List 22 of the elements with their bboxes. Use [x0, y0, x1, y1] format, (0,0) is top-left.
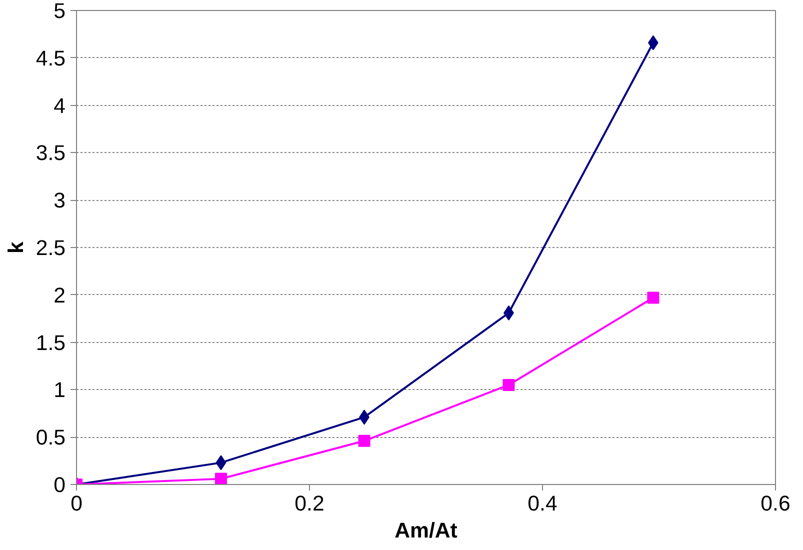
y-tick-label: 2	[54, 283, 66, 308]
y-tick-label: 3.5	[36, 141, 66, 166]
y-tick-label: 4.5	[36, 46, 66, 70]
point	[502, 378, 515, 391]
y-tick-label: 5	[54, 0, 66, 23]
y-tick-label: 4	[54, 94, 66, 118]
y-tick-label: 1.5	[36, 330, 66, 355]
y-tick-label: 3	[54, 188, 66, 213]
y-axis-title: k	[4, 241, 28, 254]
y-tick-label: 1	[54, 378, 66, 402]
y-tick-label: 0.5	[36, 426, 66, 450]
x-tick-label: 0.4	[528, 492, 558, 516]
y-tick-label: 2.5	[36, 236, 66, 260]
x-tick-label: 0.2	[294, 492, 324, 516]
x-tick-label: 0	[70, 492, 83, 516]
point	[358, 434, 370, 447]
point	[647, 292, 660, 304]
x-axis-title: Am/At	[394, 518, 458, 542]
point	[216, 455, 226, 470]
x-tick-label: 0.6	[760, 492, 790, 516]
point	[214, 472, 227, 484]
y-tick-label: 0	[54, 473, 66, 497]
